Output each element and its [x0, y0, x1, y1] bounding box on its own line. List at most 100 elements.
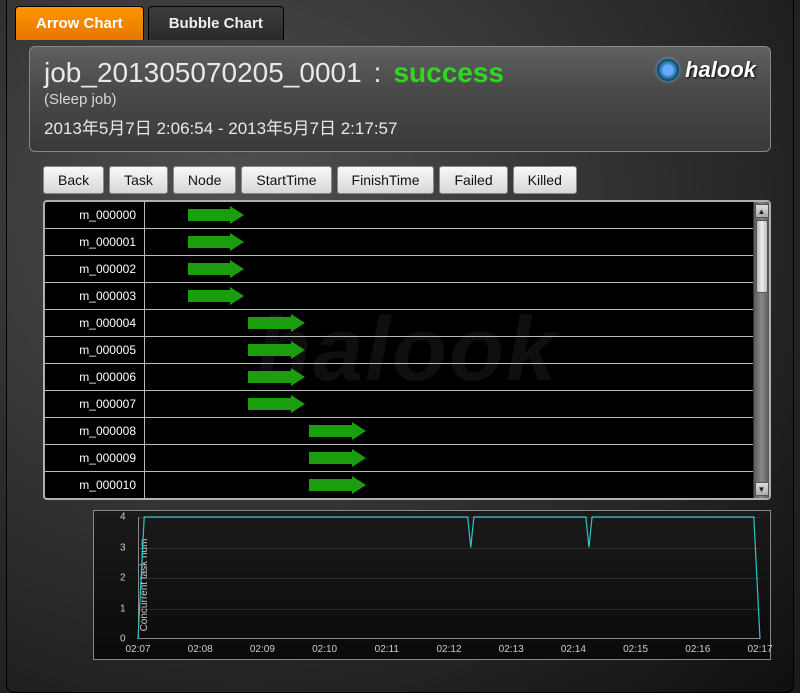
task-bar-area — [145, 256, 753, 282]
task-bar-area — [145, 391, 753, 417]
starttime-button[interactable]: StartTime — [241, 166, 331, 194]
arrow-body — [309, 452, 352, 464]
gantt-row[interactable]: m_000000 — [45, 202, 753, 229]
gridline — [138, 517, 760, 518]
ytick-label: 3 — [120, 542, 126, 553]
gantt-row[interactable]: m_000005 — [45, 337, 753, 364]
finishtime-button[interactable]: FinishTime — [337, 166, 435, 194]
gridline — [138, 609, 760, 610]
gantt-row[interactable]: m_000006 — [45, 364, 753, 391]
task-label: m_000005 — [45, 337, 145, 363]
arrow-head-icon — [291, 395, 305, 413]
job-description: (Sleep job) — [44, 91, 756, 108]
arrow-head-icon — [352, 422, 366, 440]
job-id: job_201305070205_0001 — [44, 57, 362, 89]
job-timerange: 2013年5月7日 2:06:54 - 2013年5月7日 2:17:57 — [44, 114, 756, 139]
gantt-row[interactable]: m_000009 — [45, 445, 753, 472]
xtick-label: 02:17 — [747, 644, 772, 655]
arrow-head-icon — [352, 476, 366, 494]
arrow-head-icon — [230, 233, 244, 251]
logo-icon — [657, 59, 679, 81]
arrow-head-icon — [230, 206, 244, 224]
arrow-head-icon — [291, 314, 305, 332]
arrow-head-icon — [291, 368, 305, 386]
scroll-down-button[interactable]: ▼ — [755, 482, 769, 496]
job-status: success — [393, 57, 504, 89]
xtick-label: 02:08 — [188, 644, 213, 655]
task-bar-area — [145, 364, 753, 390]
gantt-row[interactable]: m_000008 — [45, 418, 753, 445]
button-row: BackTaskNodeStartTimeFinishTimeFailedKil… — [43, 166, 771, 194]
xtick-label: 02:07 — [125, 644, 150, 655]
task-label: m_000001 — [45, 229, 145, 255]
task-label: m_000009 — [45, 445, 145, 471]
arrow-head-icon — [230, 287, 244, 305]
ytick-label: 0 — [120, 634, 126, 645]
task-label: m_000004 — [45, 310, 145, 336]
chart-plot-area: 0123402:0702:0802:0902:1002:1102:1202:13… — [138, 517, 760, 639]
arrow-body — [188, 263, 231, 275]
logo: halook — [657, 57, 756, 83]
xtick-label: 02:09 — [250, 644, 275, 655]
gantt-row[interactable]: m_000003 — [45, 283, 753, 310]
main-frame: Arrow ChartBubble Chart job_201305070205… — [6, 0, 794, 693]
gantt-row[interactable]: m_000004 — [45, 310, 753, 337]
task-bar-area — [145, 310, 753, 336]
failed-button[interactable]: Failed — [439, 166, 507, 194]
xtick-label: 02:13 — [499, 644, 524, 655]
task-label: m_000003 — [45, 283, 145, 309]
xtick-label: 02:16 — [685, 644, 710, 655]
ytick-label: 1 — [120, 603, 126, 614]
arrow-body — [248, 317, 291, 329]
arrow-body — [188, 209, 231, 221]
xtick-label: 02:15 — [623, 644, 648, 655]
task-bar-area — [145, 472, 753, 498]
logo-text: halook — [685, 57, 756, 83]
xtick-label: 02:10 — [312, 644, 337, 655]
task-label: m_000010 — [45, 472, 145, 498]
gridline — [138, 548, 760, 549]
task-bar-area — [145, 445, 753, 471]
arrow-body — [188, 236, 231, 248]
task-button[interactable]: Task — [109, 166, 168, 194]
gantt-scrollbar[interactable]: ▲ ▼ — [753, 202, 769, 498]
job-separator: : — [374, 57, 382, 89]
arrow-body — [309, 479, 352, 491]
gantt-row[interactable]: m_000002 — [45, 256, 753, 283]
node-button[interactable]: Node — [173, 166, 236, 194]
task-bar-area — [145, 202, 753, 228]
killed-button[interactable]: Killed — [513, 166, 577, 194]
task-bar-area — [145, 283, 753, 309]
gridline — [138, 578, 760, 579]
arrow-body — [188, 290, 231, 302]
scroll-up-button[interactable]: ▲ — [755, 204, 769, 218]
task-label: m_000002 — [45, 256, 145, 282]
gantt-chart: halook m_000000m_000001m_000002m_000003m… — [43, 200, 771, 500]
xtick-label: 02:11 — [375, 644, 399, 655]
task-label: m_000006 — [45, 364, 145, 390]
arrow-body — [248, 344, 291, 356]
tab-bubble-chart[interactable]: Bubble Chart — [148, 6, 284, 40]
gantt-body[interactable]: m_000000m_000001m_000002m_000003m_000004… — [45, 202, 753, 498]
arrow-body — [248, 398, 291, 410]
arrow-head-icon — [230, 260, 244, 278]
gantt-row[interactable]: m_000001 — [45, 229, 753, 256]
arrow-body — [309, 425, 352, 437]
arrow-head-icon — [291, 341, 305, 359]
gantt-row[interactable]: m_000007 — [45, 391, 753, 418]
ytick-label: 2 — [120, 573, 126, 584]
arrow-head-icon — [352, 449, 366, 467]
xtick-label: 02:14 — [561, 644, 586, 655]
tab-arrow-chart[interactable]: Arrow Chart — [15, 6, 144, 40]
back-button[interactable]: Back — [43, 166, 104, 194]
header-panel: job_201305070205_0001 : success (Sleep j… — [29, 46, 771, 152]
gantt-row[interactable]: m_000010 — [45, 472, 753, 498]
task-label: m_000007 — [45, 391, 145, 417]
task-bar-area — [145, 229, 753, 255]
task-label: m_000000 — [45, 202, 145, 228]
arrow-body — [248, 371, 291, 383]
task-bar-area — [145, 418, 753, 444]
scroll-thumb[interactable] — [756, 220, 768, 293]
tab-bar: Arrow ChartBubble Chart — [7, 0, 793, 40]
ytick-label: 4 — [120, 512, 126, 523]
